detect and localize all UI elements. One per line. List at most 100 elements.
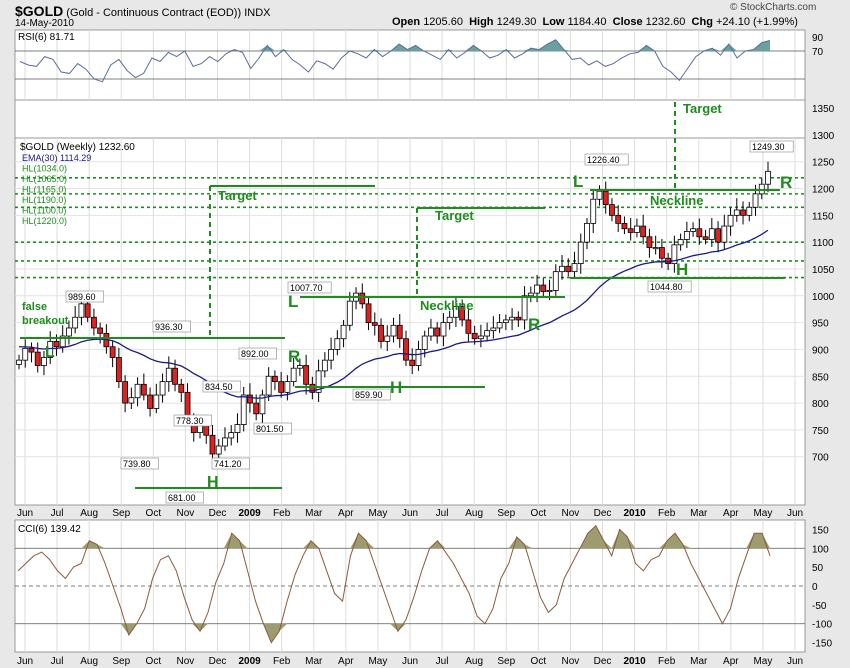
cci-tick-label: -150 <box>812 639 832 650</box>
candle-body <box>740 209 746 216</box>
price-tick-label: 950 <box>812 319 829 330</box>
x-tick-label-top: Sep <box>497 508 515 519</box>
candle-body <box>72 316 79 329</box>
x-tick-label-top: 2010 <box>623 508 646 519</box>
candle-body <box>78 303 85 318</box>
cci-panel: CCI(6) 139.42 <box>15 524 805 644</box>
candle-body <box>228 432 235 439</box>
candle-body <box>115 357 122 383</box>
x-tick-label-bottom: May <box>753 656 772 667</box>
candle-body <box>683 231 690 240</box>
close-value: 1232.60 <box>645 16 686 28</box>
candle-body <box>384 335 391 342</box>
candle-body <box>496 322 503 329</box>
price-label-box <box>211 457 250 470</box>
x-tick-label-top: Oct <box>146 508 162 519</box>
candle-body <box>415 349 422 366</box>
candle-body <box>428 327 434 337</box>
candle-body <box>234 424 241 433</box>
title-line: $GOLD (Gold - Continuous Contract (EOD))… <box>15 3 270 19</box>
candle-body <box>446 316 453 324</box>
x-tick-label-bottom: Jun <box>787 656 803 667</box>
x-tick-label-top: Nov <box>562 508 580 519</box>
candle-body <box>209 434 216 455</box>
cci-tick-label: 150 <box>812 525 829 536</box>
pattern-label: H <box>207 474 219 491</box>
target-strip-bg <box>14 99 806 139</box>
pattern-label: R <box>288 347 300 366</box>
price-label-box <box>202 380 241 393</box>
x-tick-label-bottom: Jun <box>402 656 418 667</box>
candle-body <box>359 292 366 305</box>
candle-body <box>752 193 759 208</box>
candle-body <box>565 265 572 273</box>
candle-body <box>746 206 753 216</box>
candle-body <box>677 239 684 246</box>
candle-body <box>41 357 47 366</box>
x-tick-label-bottom: Mar <box>305 656 323 667</box>
candle-body <box>66 327 72 337</box>
price-label-box <box>120 457 159 470</box>
candle-body <box>147 394 153 409</box>
price-label-box <box>584 153 629 166</box>
legend-item: EMA(30) 1114.29 <box>22 153 91 163</box>
candle-body <box>453 306 459 318</box>
price-label: 1249.30 <box>752 142 785 152</box>
candle-body <box>215 445 222 455</box>
candle-body <box>16 359 22 365</box>
low-label: Low <box>542 16 565 28</box>
candle-body <box>571 263 578 273</box>
price-label-box <box>352 388 391 401</box>
x-tick-label-bottom: 2010 <box>623 656 646 667</box>
candle-body <box>434 327 441 337</box>
candle-body <box>584 222 590 243</box>
candle-body <box>708 228 715 240</box>
price-tick-label: 1000 <box>812 292 835 303</box>
price-label: 936.30 <box>155 322 183 332</box>
price-label-box <box>238 347 277 360</box>
candle-body <box>278 381 285 393</box>
x-tick-label-top: Oct <box>531 508 547 519</box>
candle-body <box>153 394 160 409</box>
candle-body <box>696 228 703 238</box>
x-tick-label-top: Apr <box>338 508 354 519</box>
pattern-label: Target <box>683 101 722 116</box>
x-tick-label-bottom: Jul <box>436 656 449 667</box>
candle-body <box>84 303 91 318</box>
candle-body <box>284 381 291 393</box>
x-tick-label-top: Jun <box>787 508 803 519</box>
candle-body <box>484 330 491 337</box>
candle-body <box>733 209 740 216</box>
cci-oversold-fill <box>18 623 770 643</box>
price-label-box <box>173 414 212 427</box>
ema-line <box>18 229 769 399</box>
x-tick-label-top: Jun <box>17 508 33 519</box>
candle-body <box>59 335 66 348</box>
low-value: 1184.40 <box>567 16 607 28</box>
x-tick-label-top: Jun <box>402 508 418 519</box>
chg-label: Chg <box>691 16 713 28</box>
x-tick-label-bottom: Feb <box>658 656 676 667</box>
cci-tick-label: 0 <box>812 582 818 593</box>
axis-labels: Jun Jun Jul Jul Aug Aug Sep Sep Oct Oct Nov Nov Dec D… <box>17 33 835 667</box>
candle-body <box>590 198 597 224</box>
candle-body <box>91 316 97 329</box>
pattern-label: Neckline <box>420 298 473 313</box>
x-tick-label-top: Aug <box>465 508 483 519</box>
candle-body <box>272 375 278 383</box>
quote-date: 14-May-2010 <box>15 18 74 29</box>
candle-body <box>259 394 266 415</box>
x-tick-label-top: Mar <box>690 508 708 519</box>
cci-overbought-fill <box>18 525 770 549</box>
rsi-overbought-fill <box>20 39 770 51</box>
price-label: 739.80 <box>123 459 151 469</box>
price-label: 741.20 <box>214 459 242 469</box>
rsi-tick-label: 90 <box>812 33 824 44</box>
candle-body <box>390 324 397 337</box>
price-tick-label: 1150 <box>812 211 834 222</box>
price-tick-label: 1300 <box>812 131 835 142</box>
candle-body <box>222 437 228 447</box>
x-tick-label-bottom: Aug <box>465 656 483 667</box>
cci-legend: CCI(6) 139.42 <box>18 524 81 535</box>
